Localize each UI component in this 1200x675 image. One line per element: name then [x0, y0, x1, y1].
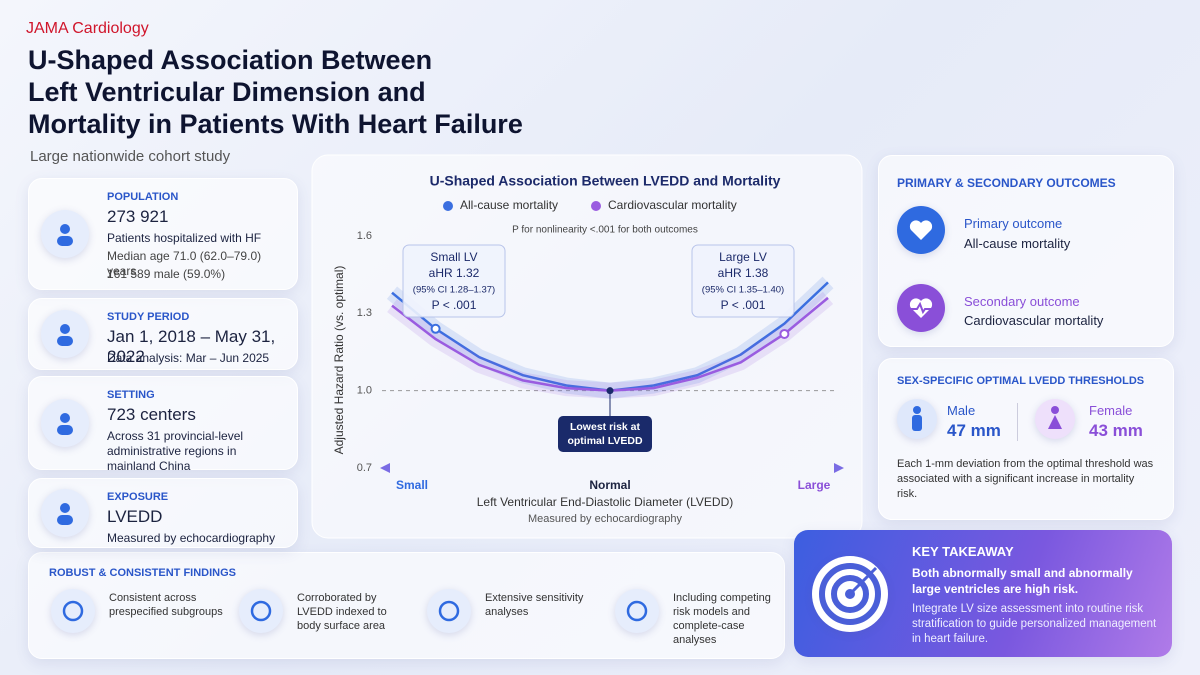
card-label: STUDY PERIOD	[107, 311, 190, 323]
y-label: Adjusted Hazard Ratio (vs. optimal)	[332, 266, 346, 455]
threshold-note: Each 1-mm deviation from the optimal thr…	[897, 458, 1154, 500]
callout-box	[558, 416, 652, 452]
annotation-text: aHR 1.38	[718, 266, 769, 280]
callout-text: optimal LVEDD	[567, 435, 642, 447]
card-label: SETTING	[107, 389, 155, 401]
finding-text: Including competing risk models and comp…	[673, 592, 771, 646]
outcome-label: Secondary outcome	[964, 294, 1080, 309]
legend-label: All-cause mortality	[460, 198, 558, 212]
info-card: STUDY PERIOD Jan 1, 2018 – May 31, 2022 Da…	[28, 298, 298, 370]
card-icon	[41, 210, 89, 258]
heart-pulse-icon	[897, 284, 945, 332]
card-value: 273 921	[107, 207, 169, 226]
findings-card: ROBUST & CONSISTENT FINDINGS Consistent …	[28, 552, 785, 659]
threshold-value: 47 mm	[947, 421, 1001, 440]
outcomes-card: PRIMARY & SECONDARY OUTCOMES Primary out…	[878, 155, 1174, 347]
card-value: LVEDD	[107, 507, 163, 526]
finding-text: Corroborated by LVEDD indexed to body su…	[297, 592, 387, 632]
findings-title: ROBUST & CONSISTENT FINDINGS	[49, 567, 237, 579]
threshold-value: 43 mm	[1089, 421, 1143, 440]
thresholds-card: SEX-SPECIFIC OPTIMAL LVEDD THRESHOLDS Ma…	[878, 358, 1174, 520]
info-card: SETTING 723 centers Across 31 provincial-l…	[28, 376, 298, 473]
annotation-box	[691, 244, 795, 318]
finding-icon	[51, 589, 95, 633]
thresholds-title: SEX-SPECIFIC OPTIMAL LVEDD THRESHOLDS	[897, 375, 1145, 387]
legend-marker	[443, 201, 453, 211]
annotation-box	[402, 244, 506, 318]
heart-icon	[897, 206, 945, 254]
finding-icon	[615, 589, 659, 633]
card-label: EXPOSURE	[107, 491, 169, 503]
card-text: Median age 71.0 (62.0–79.0) years	[107, 249, 262, 278]
annotation-text: Large LV	[719, 250, 767, 264]
chart-subtitle: P for nonlinearity <.001 for both outcom…	[512, 225, 698, 236]
divider	[1017, 403, 1018, 441]
card-value: 723 centers	[107, 405, 196, 424]
x-label: Left Ventricular End-Diastolic Diameter …	[477, 495, 734, 509]
journal: JAMA Cardiology	[26, 20, 149, 37]
outcome-text: All-cause mortality	[964, 236, 1071, 251]
outcome-text: Cardiovascular mortality	[964, 313, 1104, 328]
finding-icon	[239, 589, 283, 633]
highlight-marker	[430, 323, 441, 334]
annotation-text: P < .001	[432, 298, 477, 312]
x-label-note: Measured by echocardiography	[528, 513, 683, 525]
y-tick-label: 1.0	[357, 385, 372, 397]
sex-label: Female	[1089, 403, 1133, 418]
card-text: Measured by echocardiography	[107, 531, 276, 545]
chart-title: U-Shaped Association Between LVEDD and M…	[430, 173, 781, 189]
title-line: Mortality in Patients With Heart Failure	[28, 109, 523, 139]
title-line: U-Shaped Association Between	[28, 45, 433, 75]
annotation-text: Small LV	[430, 250, 477, 264]
x-tick-label: Large	[798, 478, 831, 492]
x-tick-label: Normal	[589, 478, 630, 492]
card-text: Data analysis: Mar – Jun 2025	[107, 351, 270, 365]
finding-text: Consistent across prespecified subgroups	[109, 592, 223, 618]
title: U-Shaped Association Between Left Ventric…	[28, 44, 523, 140]
female-icon	[1035, 399, 1075, 439]
legend-marker	[591, 201, 601, 211]
info-card: EXPOSURE LVEDD Measured by echocardiograph…	[28, 478, 298, 548]
takeaway-text: Integrate LV size assessment into routin…	[912, 603, 1157, 645]
card-value: Jan 1, 2018 – May 31, 2022	[107, 327, 276, 366]
takeaway-headline: Both abnormally small and abnormally lar…	[912, 566, 1133, 596]
male-icon	[897, 399, 937, 439]
sex-label: Male	[947, 403, 976, 418]
card-icon	[41, 399, 89, 447]
y-tick-label: 1.3	[357, 307, 372, 319]
card-icon	[41, 489, 89, 537]
info-card: POPULATION 273 921 Patients hospitalized w…	[28, 178, 298, 290]
annotation-text: (95% CI 1.28–1.37)	[413, 285, 495, 296]
takeaway-title: KEY TAKEAWAY	[912, 544, 1014, 559]
highlight-marker	[779, 328, 790, 339]
finding-text: Extensive sensitivity analyses	[485, 592, 584, 618]
target-icon	[812, 556, 888, 632]
outcomes-title: PRIMARY & SECONDARY OUTCOMES	[897, 176, 1116, 190]
legend-label: Cardiovascular mortality	[608, 198, 737, 212]
subtitle: Large nationwide cohort study	[30, 148, 231, 165]
y-tick-label: 1.6	[357, 230, 372, 242]
card-text: Patients hospitalized with HF	[107, 231, 262, 245]
takeaway-card: KEY TAKEAWAY Both abnormally small and a…	[794, 530, 1172, 657]
finding-icon	[427, 589, 471, 633]
card-text: Across 31 provincial-level administrativ…	[107, 429, 244, 473]
callout-text: Lowest risk at	[570, 421, 641, 433]
card-text: 161 589 male (59.0%)	[107, 267, 226, 281]
title-line: Left Ventricular Dimension and	[28, 77, 426, 107]
card-icon	[41, 310, 89, 358]
y-tick-label: 0.7	[357, 462, 372, 474]
outcome-label: Primary outcome	[964, 216, 1063, 231]
x-tick-label: Small	[396, 478, 428, 492]
annotation-text: (95% CI 1.35–1.40)	[702, 285, 784, 296]
annotation-text: aHR 1.32	[429, 266, 480, 280]
annotation-text: P < .001	[721, 298, 766, 312]
card-label: POPULATION	[107, 191, 179, 203]
